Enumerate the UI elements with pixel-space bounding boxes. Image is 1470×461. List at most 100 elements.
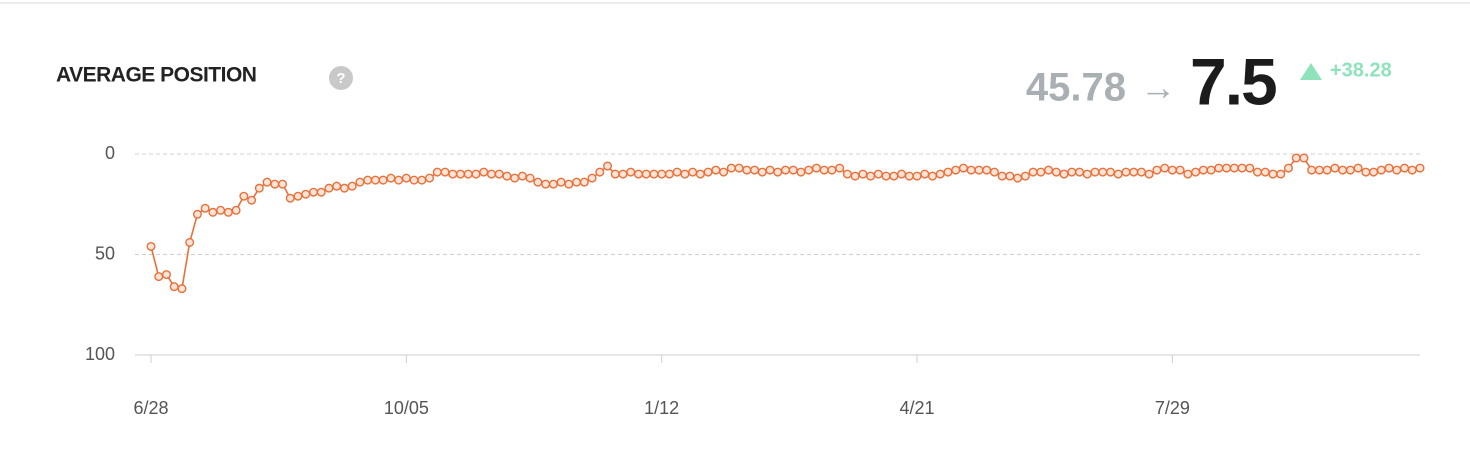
point bbox=[339, 183, 349, 193]
point bbox=[247, 195, 257, 205]
point bbox=[1229, 163, 1239, 173]
point bbox=[502, 171, 512, 181]
point bbox=[641, 169, 651, 179]
point bbox=[1384, 163, 1394, 173]
series-line bbox=[150, 157, 1421, 290]
point bbox=[1268, 169, 1278, 179]
point bbox=[308, 187, 318, 197]
point bbox=[1291, 153, 1301, 163]
point bbox=[626, 167, 636, 177]
point bbox=[1051, 167, 1061, 177]
point bbox=[146, 241, 156, 251]
help-icon-bg[interactable] bbox=[329, 66, 353, 90]
point bbox=[200, 203, 210, 213]
point bbox=[982, 165, 992, 175]
point bbox=[1175, 165, 1185, 175]
point bbox=[1082, 169, 1092, 179]
point bbox=[525, 173, 535, 183]
point bbox=[440, 167, 450, 177]
y-tick-label: 50 bbox=[95, 243, 115, 263]
x-tick-label: 10/05 bbox=[384, 398, 429, 418]
point bbox=[548, 179, 558, 189]
point bbox=[1392, 165, 1402, 175]
point bbox=[432, 167, 442, 177]
point bbox=[781, 165, 791, 175]
point bbox=[1136, 167, 1146, 177]
point bbox=[1353, 163, 1363, 173]
point bbox=[943, 167, 953, 177]
point bbox=[1044, 165, 1054, 175]
point bbox=[479, 167, 489, 177]
point bbox=[1152, 165, 1162, 175]
point bbox=[1330, 163, 1340, 173]
point bbox=[1345, 165, 1355, 175]
point bbox=[231, 205, 241, 215]
point bbox=[649, 169, 659, 179]
point bbox=[1020, 171, 1030, 181]
point bbox=[858, 169, 868, 179]
point bbox=[966, 165, 976, 175]
point bbox=[912, 171, 922, 181]
point bbox=[889, 171, 899, 181]
point bbox=[750, 165, 760, 175]
point bbox=[1307, 165, 1317, 175]
point bbox=[1260, 167, 1270, 177]
point bbox=[293, 191, 303, 201]
point bbox=[827, 165, 837, 175]
point bbox=[270, 179, 280, 189]
point bbox=[1036, 167, 1046, 177]
point bbox=[1407, 165, 1417, 175]
point bbox=[688, 167, 698, 177]
point bbox=[719, 167, 729, 177]
point bbox=[1338, 165, 1348, 175]
point bbox=[1276, 169, 1286, 179]
point bbox=[587, 173, 597, 183]
point bbox=[765, 165, 775, 175]
y-tick-label: 0 bbox=[105, 143, 115, 163]
point bbox=[355, 177, 365, 187]
point bbox=[1121, 167, 1131, 177]
help-icon[interactable]: ? bbox=[336, 70, 345, 87]
point bbox=[239, 191, 249, 201]
point bbox=[757, 167, 767, 177]
point bbox=[1113, 169, 1123, 179]
point bbox=[680, 169, 690, 179]
point bbox=[657, 169, 667, 179]
point bbox=[386, 173, 396, 183]
point bbox=[1299, 153, 1309, 163]
point bbox=[572, 177, 582, 187]
point bbox=[1361, 167, 1371, 177]
point bbox=[1067, 167, 1077, 177]
point bbox=[1415, 163, 1425, 173]
point bbox=[850, 171, 860, 181]
point bbox=[254, 183, 264, 193]
point bbox=[1059, 169, 1069, 179]
point bbox=[177, 284, 187, 294]
point bbox=[1129, 167, 1139, 177]
point bbox=[494, 169, 504, 179]
point bbox=[394, 175, 404, 185]
point bbox=[951, 165, 961, 175]
point bbox=[517, 171, 527, 181]
end-value: 7.5 bbox=[1190, 44, 1276, 118]
chart-title: AVERAGE POSITION bbox=[56, 64, 256, 87]
point bbox=[471, 169, 481, 179]
point bbox=[401, 173, 411, 183]
point bbox=[425, 173, 435, 183]
point bbox=[1222, 163, 1232, 173]
y-tick-label: 100 bbox=[85, 344, 115, 364]
point bbox=[324, 183, 334, 193]
point bbox=[788, 165, 798, 175]
point bbox=[633, 169, 643, 179]
point bbox=[332, 181, 342, 191]
point bbox=[610, 169, 620, 179]
point bbox=[1245, 163, 1255, 173]
point bbox=[742, 165, 752, 175]
point bbox=[935, 169, 945, 179]
point bbox=[997, 171, 1007, 181]
point bbox=[533, 177, 543, 187]
point bbox=[866, 171, 876, 181]
point bbox=[216, 205, 226, 215]
point bbox=[974, 165, 984, 175]
